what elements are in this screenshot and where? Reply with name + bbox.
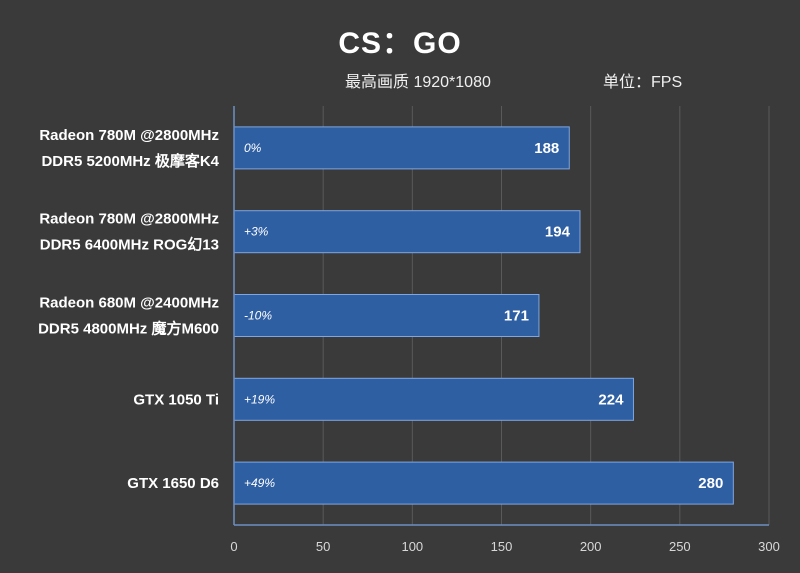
bar-value-label: 280 bbox=[698, 475, 723, 492]
bar-percent-label: +3% bbox=[244, 225, 269, 239]
bar bbox=[233, 126, 570, 170]
category-label: Radeon 680M @2400MHz bbox=[39, 295, 219, 312]
bar-value-label: 188 bbox=[534, 140, 559, 157]
bar bbox=[233, 461, 734, 505]
x-tick-label: 50 bbox=[316, 539, 330, 554]
chart-subtitle-unit: 单位：FPS bbox=[603, 74, 683, 91]
bar-value-label: 224 bbox=[598, 391, 624, 408]
x-axis-ticks: 0 50 100 150 200 250 300 bbox=[230, 539, 779, 554]
x-tick-label: 150 bbox=[491, 539, 513, 554]
bar-percent-label: 0% bbox=[244, 141, 262, 155]
x-tick-label: 0 bbox=[230, 539, 237, 554]
x-tick-label: 300 bbox=[758, 539, 780, 554]
bar-percent-label: +49% bbox=[244, 476, 275, 490]
category-label: DDR5 6400MHz ROG幻13 bbox=[40, 236, 219, 254]
bar bbox=[233, 294, 540, 337]
x-tick-label: 250 bbox=[669, 539, 691, 554]
category-label: DDR5 5200MHz 极摩客K4 bbox=[41, 152, 219, 170]
bar-percent-label: -10% bbox=[244, 309, 272, 323]
category-label: Radeon 780M @2800MHz bbox=[39, 211, 219, 228]
chart-subtitle-settings: 最高画质 1920*1080 bbox=[345, 74, 491, 91]
category-label: GTX 1050 Ti bbox=[133, 391, 219, 408]
category-label: Radeon 780M @2800MHz bbox=[39, 127, 219, 144]
category-label: GTX 1650 D6 bbox=[127, 475, 219, 492]
bar bbox=[233, 210, 581, 254]
bar bbox=[233, 377, 634, 421]
x-tick-label: 100 bbox=[401, 539, 423, 554]
bar-percent-label: +19% bbox=[244, 392, 275, 406]
bar-value-label: 171 bbox=[504, 308, 529, 325]
bars: 188 0% 194 +3% 171 -10% 224 +19% 280 +49% bbox=[233, 126, 734, 505]
chart-title: CS：GO bbox=[338, 27, 462, 60]
category-labels: Radeon 780M @2800MHz DDR5 5200MHz 极摩客K4 Ra… bbox=[38, 127, 220, 492]
x-tick-label: 200 bbox=[580, 539, 602, 554]
category-label: DDR5 4800MHz 魔方M600 bbox=[38, 320, 219, 338]
bar-value-label: 194 bbox=[545, 224, 571, 241]
